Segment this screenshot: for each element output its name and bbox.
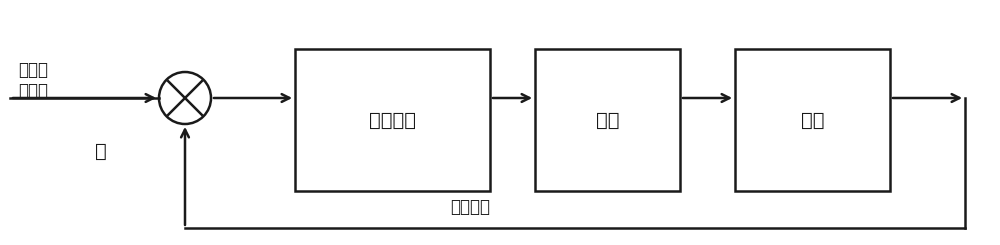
Bar xyxy=(735,49,890,191)
Text: 电加热器: 电加热器 xyxy=(369,110,416,130)
Text: 试件: 试件 xyxy=(801,110,824,130)
Text: 热沉: 热沉 xyxy=(596,110,619,130)
Bar xyxy=(535,49,680,191)
Text: 试件温度: 试件温度 xyxy=(450,198,490,216)
Text: 目标工
况温度: 目标工 况温度 xyxy=(18,61,48,100)
Bar xyxy=(295,49,490,191)
Text: －: － xyxy=(95,142,107,161)
